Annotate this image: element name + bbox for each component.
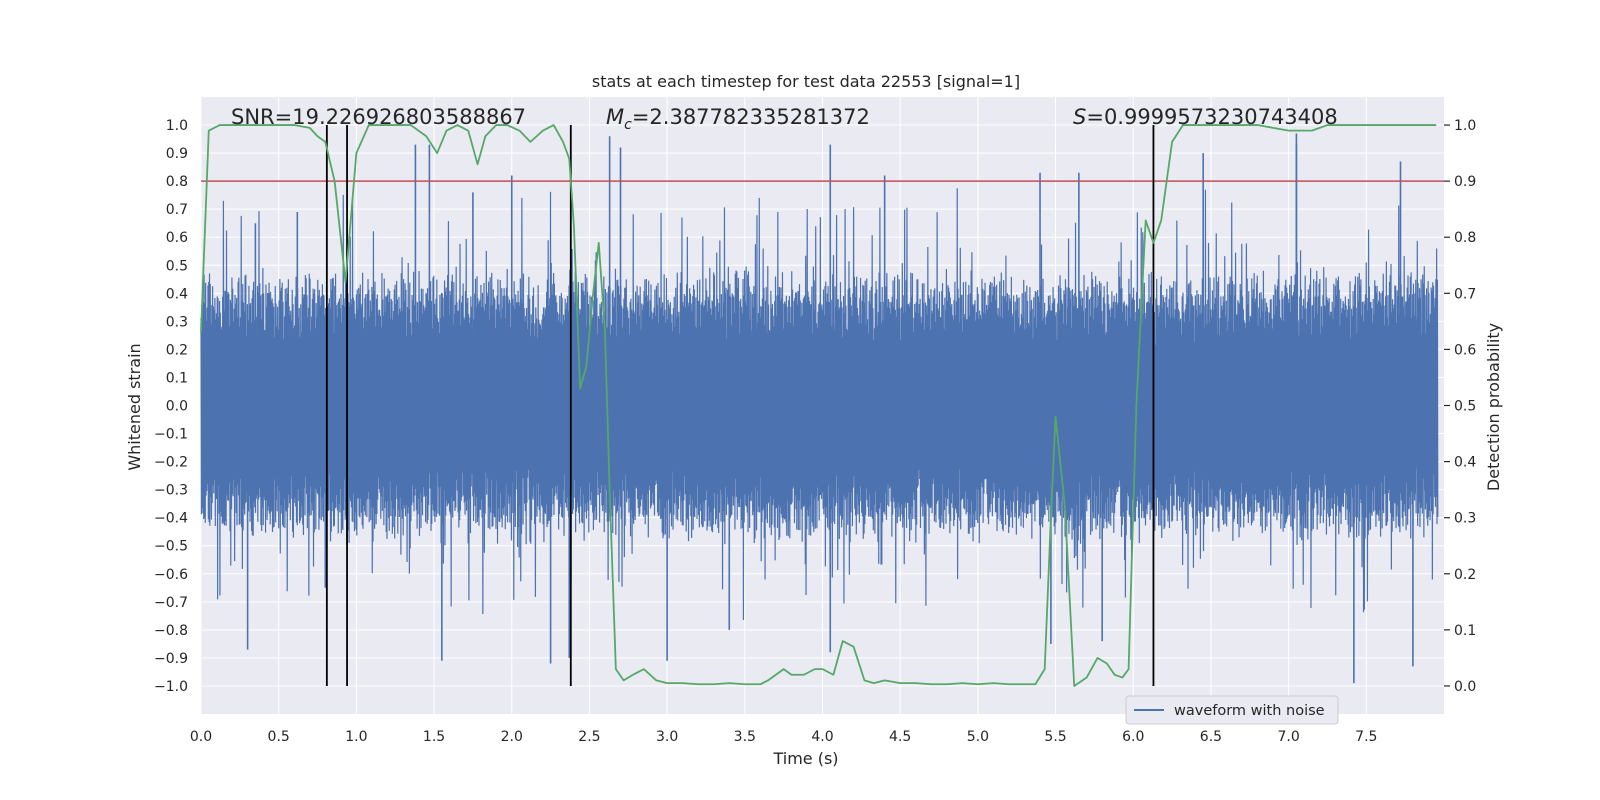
x-tick-label-15: 7.5 — [1355, 729, 1377, 745]
left-y-tick-label-1: 0.9 — [166, 146, 188, 162]
right-y-axis-label: Detection probability — [1484, 323, 1503, 491]
waveform-trace — [200, 188, 1439, 621]
snr-annotation: SNR=19.226926803588867 — [231, 105, 526, 129]
right-y-tick-label-10: 0.0 — [1454, 679, 1476, 695]
left-y-tick-label-7: 0.3 — [166, 314, 188, 330]
right-y-tick-label-4: 0.6 — [1454, 342, 1476, 358]
s-statistic-annotation: S=0.9999573230743408 — [1073, 105, 1338, 129]
x-tick-label-10: 5.0 — [967, 729, 989, 745]
left-y-tick-label-18: −0.8 — [154, 623, 188, 639]
x-tick-label-14: 7.0 — [1277, 729, 1299, 745]
left-y-tick-label-17: −0.7 — [154, 595, 188, 611]
x-axis-ticks: 0.0 0.5 1.0 1.5 2.0 2.5 3.0 3.5 4.0 4.5 5.0 5.5 6.0 6… — [190, 729, 1378, 745]
left-y-tick-label-16: −0.6 — [154, 567, 188, 583]
detection-probability-series — [200, 124, 1437, 687]
x-tick-label-3: 1.5 — [423, 729, 445, 745]
left-y-tick-label-8: 0.2 — [166, 342, 188, 358]
x-tick-label-5: 2.5 — [578, 729, 600, 745]
x-tick-label-11: 5.5 — [1044, 729, 1066, 745]
detection-probability-line — [200, 124, 1437, 687]
left-y-tick-label-19: −0.9 — [154, 651, 188, 667]
left-y-axis-label: Whitened strain — [125, 343, 144, 470]
x-axis-label: Time (s) — [772, 749, 838, 768]
vertical-marker-lines — [325, 125, 1155, 686]
right-y-tick-label-5: 0.5 — [1454, 399, 1476, 415]
right-y-tick-label-7: 0.3 — [1454, 511, 1476, 527]
x-tick-label-4: 2.0 — [501, 729, 523, 745]
right-y-tick-label-2: 0.8 — [1454, 230, 1476, 246]
left-y-axis-ticks: 1.0 0.9 0.8 0.7 0.6 0.5 0.4 0.3 0.2 0.1 0.0 −0.1 −0.… — [154, 118, 188, 695]
left-y-tick-label-12: −0.2 — [154, 455, 188, 471]
s-statistic-value: =0.9999573230743408 — [1086, 105, 1337, 129]
left-y-tick-label-5: 0.5 — [166, 258, 188, 274]
chirp-mass-value: =2.387782335281372 — [632, 105, 870, 129]
left-y-tick-label-13: −0.3 — [154, 483, 188, 499]
left-y-tick-label-0: 1.0 — [166, 118, 188, 134]
s-statistic-symbol: S — [1073, 105, 1086, 129]
chart-title: stats at each timestep for test data 225… — [592, 72, 1020, 91]
x-tick-label-2: 1.0 — [345, 729, 367, 745]
left-y-tick-label-3: 0.7 — [166, 202, 188, 218]
left-y-tick-label-15: −0.5 — [154, 539, 188, 555]
right-y-tick-label-0: 1.0 — [1454, 118, 1476, 134]
left-y-tick-label-20: −1.0 — [154, 679, 188, 695]
left-y-tick-label-10: 0.0 — [166, 399, 188, 415]
waveform-series — [200, 133, 1439, 684]
right-y-axis-ticks: 1.0 0.9 0.8 0.7 0.6 0.5 0.4 0.3 0.2 0.1 0.0 — [1444, 118, 1476, 695]
x-tick-label-8: 4.0 — [811, 729, 833, 745]
left-y-tick-label-11: −0.1 — [154, 427, 188, 443]
right-y-tick-label-1: 0.9 — [1454, 174, 1476, 190]
chirp-mass-subscript: c — [624, 117, 632, 133]
x-tick-label-9: 4.5 — [889, 729, 911, 745]
legend: waveform with noise — [1125, 695, 1339, 725]
x-tick-label-13: 6.5 — [1200, 729, 1222, 745]
chirp-mass-annotation: Mc=2.387782335281372 — [606, 105, 870, 133]
left-y-tick-label-9: 0.1 — [166, 370, 188, 386]
left-y-tick-label-2: 0.8 — [166, 174, 188, 190]
x-tick-label-0: 0.0 — [190, 729, 212, 745]
x-tick-label-12: 6.0 — [1122, 729, 1144, 745]
left-y-tick-label-4: 0.6 — [166, 230, 188, 246]
right-y-tick-label-3: 0.7 — [1454, 286, 1476, 302]
right-y-tick-label-6: 0.4 — [1454, 455, 1476, 471]
left-y-tick-label-6: 0.4 — [166, 286, 188, 302]
right-y-tick-label-9: 0.1 — [1454, 623, 1476, 639]
right-y-tick-label-8: 0.2 — [1454, 567, 1476, 583]
x-tick-label-1: 0.5 — [268, 729, 290, 745]
x-tick-label-6: 3.0 — [656, 729, 678, 745]
chirp-mass-symbol: M — [606, 105, 624, 129]
x-tick-label-7: 3.5 — [734, 729, 756, 745]
legend-box — [1125, 695, 1339, 725]
legend-waveform-label: waveform with noise — [1174, 703, 1325, 719]
left-y-tick-label-14: −0.4 — [154, 511, 188, 527]
